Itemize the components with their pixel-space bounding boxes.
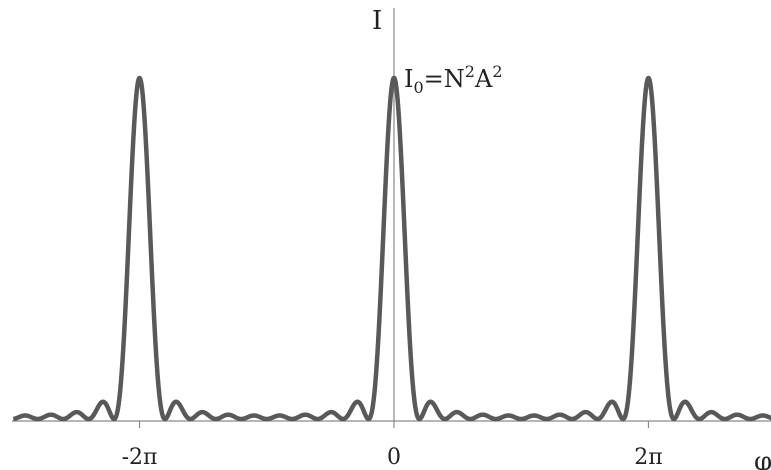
annotation-part: 2 bbox=[465, 62, 475, 81]
x-tick-label: -2π bbox=[122, 445, 158, 470]
series-line-intensity bbox=[11, 75, 771, 422]
annotation-part: 2 bbox=[492, 62, 502, 81]
y-axis-label: I bbox=[372, 6, 382, 36]
peak-annotation: I0=N2A2 bbox=[404, 62, 503, 97]
x-tick-label: 2π bbox=[634, 445, 662, 470]
annotation-part: =N bbox=[424, 65, 465, 93]
annotation-part: 0 bbox=[413, 78, 423, 97]
x-axis-label: φ bbox=[754, 447, 771, 470]
annotation-part: I bbox=[404, 65, 413, 93]
annotation-part: A bbox=[474, 65, 493, 93]
x-tick-label: 0 bbox=[387, 445, 401, 470]
